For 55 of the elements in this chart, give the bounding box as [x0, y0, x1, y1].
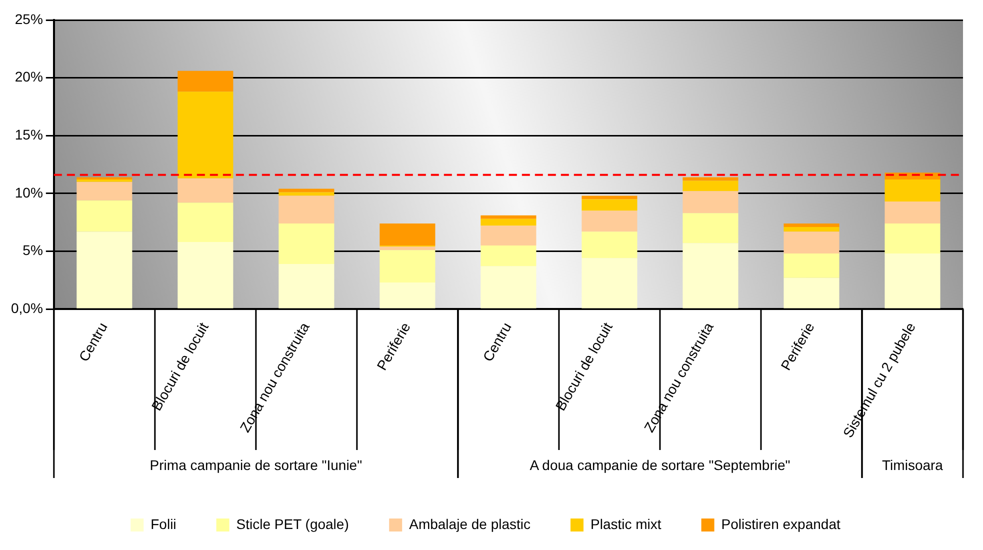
bar — [884, 180, 940, 202]
bar — [380, 223, 436, 246]
bar — [884, 202, 940, 224]
y-tick-label: 25% — [14, 10, 43, 27]
bar — [76, 177, 132, 180]
bar — [582, 258, 638, 308]
bar — [380, 250, 436, 282]
text: Timisoara — [882, 456, 944, 473]
bar — [784, 223, 840, 227]
bar — [582, 232, 638, 258]
bar — [178, 178, 234, 203]
bar — [884, 254, 940, 308]
bar — [582, 210, 638, 232]
legend-label: Plastic mixt — [590, 516, 662, 532]
y-tick-label: 5% — [22, 242, 43, 258]
bar — [480, 245, 536, 266]
bar — [784, 278, 840, 308]
bar — [178, 92, 234, 178]
bar — [278, 196, 334, 224]
bar — [278, 223, 334, 264]
legend-label: Folii — [150, 516, 176, 532]
bar — [682, 243, 738, 308]
legend-label: Sticle PET (goale) — [236, 516, 349, 532]
bar — [480, 226, 536, 246]
bar — [480, 215, 536, 219]
bar — [178, 242, 234, 308]
text: A doua campanie de sortare "Septembrie" — [530, 456, 790, 473]
bar — [380, 246, 436, 250]
y-tick-label: 0,0% — [10, 300, 43, 316]
legend-label: Ambalaje de plastic — [409, 516, 531, 532]
y-tick-label: 10% — [14, 184, 43, 200]
bar — [784, 232, 840, 254]
bar — [784, 226, 840, 232]
bar — [178, 202, 234, 242]
bar — [76, 182, 132, 200]
bar — [178, 70, 234, 92]
bar — [278, 264, 334, 308]
text: Prima campanie de sortare "Iunie" — [150, 456, 362, 473]
bar — [480, 266, 536, 308]
bar — [76, 232, 132, 308]
bar — [480, 218, 536, 226]
bar — [380, 282, 436, 308]
bar — [582, 199, 638, 211]
bar — [682, 191, 738, 214]
legend-label: Polistiren expandat — [721, 516, 840, 532]
bar — [682, 213, 738, 244]
bar — [278, 188, 334, 192]
bar — [682, 177, 738, 181]
y-tick-label: 15% — [14, 126, 43, 142]
bar — [884, 223, 940, 254]
bar — [682, 180, 738, 192]
bar — [784, 254, 840, 278]
bar — [76, 200, 132, 232]
y-tick-label: 20% — [14, 68, 43, 85]
bar — [582, 196, 638, 200]
